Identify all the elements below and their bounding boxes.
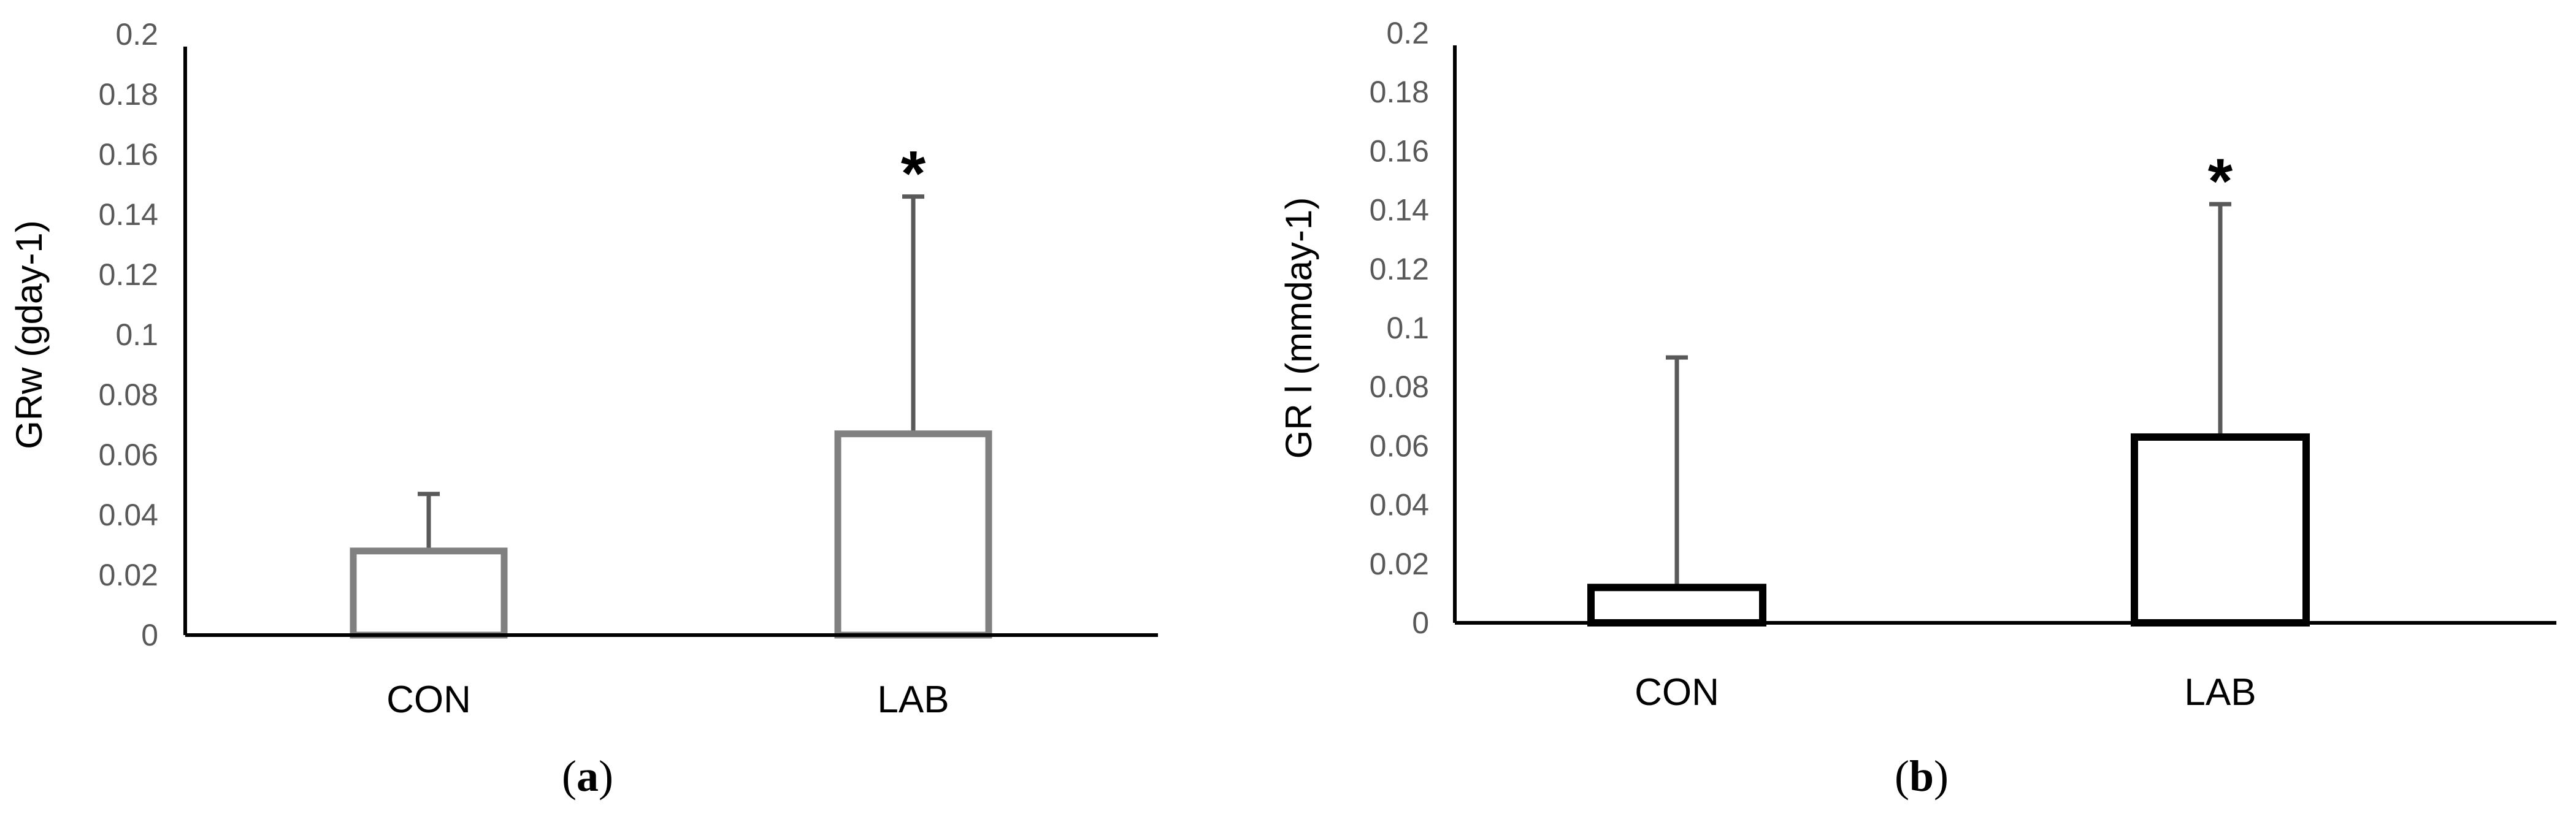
y-tick-label: 0.1 (1386, 311, 1429, 345)
y-tick-label: 0.12 (1370, 252, 1429, 286)
y-tick-label: 0.18 (1370, 75, 1429, 109)
significance-marker: * (2208, 146, 2233, 217)
bar (1587, 584, 1766, 627)
y-axis-label: GRw (gday-1) (9, 220, 50, 449)
y-tick-label: 0.14 (99, 197, 158, 232)
y-axis-label: GR l (mmday-1) (1278, 197, 1319, 459)
y-tick-label: 0.18 (99, 77, 158, 112)
bar (350, 547, 508, 639)
y-tick-label: 0.1 (115, 318, 158, 352)
y-tick-label: 0.04 (99, 498, 158, 532)
y-tick-label: 0.08 (99, 378, 158, 412)
panel-label: (a) (562, 752, 613, 801)
y-tick-label: 0 (1412, 606, 1429, 640)
bar (2131, 433, 2310, 627)
bar-chart-b: 0 0.02 0.04 0.06 0.08 0.1 0.12 0.14 0.16 0.18 0.2 G… (1278, 16, 2556, 801)
y-tick-label: 0.16 (99, 137, 158, 172)
y-tick-label: 0.04 (1370, 488, 1429, 522)
y-tick-label: 0.2 (1386, 16, 1429, 50)
y-tick-label: 0.06 (99, 438, 158, 472)
chart-panel-b: 0 0.02 0.04 0.06 0.08 0.1 0.12 0.14 0.16 0.18 0.2 G… (1245, 0, 2576, 819)
category-label: LAB (877, 679, 949, 721)
y-tick-label: 0.02 (99, 558, 158, 592)
significance-marker: * (901, 139, 926, 210)
y-tick-label: 0.14 (1370, 193, 1429, 227)
chart-panel-a: 0 0.02 0.04 0.06 0.08 0.1 0.12 0.14 0.16 0.18 0.2 G… (0, 0, 1227, 819)
y-tick-label: 0.02 (1370, 547, 1429, 581)
y-tick-label: 0.06 (1370, 429, 1429, 463)
y-tick-label: 0.2 (115, 17, 158, 51)
y-tick-label: 0.12 (99, 257, 158, 292)
category-label: CON (1635, 671, 1719, 714)
y-tick-label: 0.08 (1370, 370, 1429, 404)
panel-label: (b) (1895, 752, 1949, 801)
y-tick-label: 0.16 (1370, 134, 1429, 168)
bar-chart-a: 0 0.02 0.04 0.06 0.08 0.1 0.12 0.14 0.16 0.18 0.2 G… (9, 17, 1158, 801)
category-label: LAB (2184, 671, 2256, 714)
y-tick-label: 0 (141, 618, 158, 652)
bar (834, 430, 992, 639)
category-label: CON (386, 679, 471, 721)
